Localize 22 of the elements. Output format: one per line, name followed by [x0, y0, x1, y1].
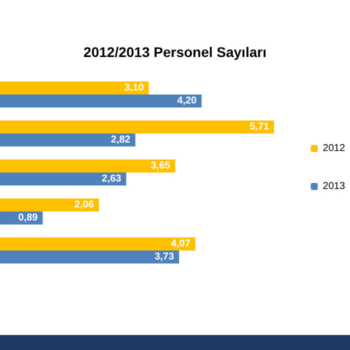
data-label: 4,07: [170, 238, 191, 250]
data-label: 2,82: [110, 134, 131, 146]
bar: [0, 160, 176, 172]
data-label: 5,71: [250, 122, 270, 132]
legend-label: 2013: [322, 181, 346, 192]
bar: [0, 94, 202, 108]
data-label: 2,06: [74, 200, 94, 210]
data-label: 3,65: [150, 160, 171, 172]
bar: [0, 120, 274, 134]
data-label: 2,63: [102, 174, 122, 184]
data-label: 3,73: [154, 252, 174, 262]
bar: [0, 238, 196, 250]
data-label: 4,20: [177, 96, 198, 106]
chart-title: 2012/2013 Personel Sayıları: [84, 44, 266, 60]
data-label: 3,10: [124, 82, 144, 94]
data-label: 0,89: [18, 212, 38, 224]
bar: [0, 82, 149, 94]
bar: [0, 172, 126, 186]
legend-label: 2012: [322, 143, 346, 154]
bar: [0, 250, 180, 264]
bar: [0, 198, 99, 212]
bar: [0, 134, 136, 146]
